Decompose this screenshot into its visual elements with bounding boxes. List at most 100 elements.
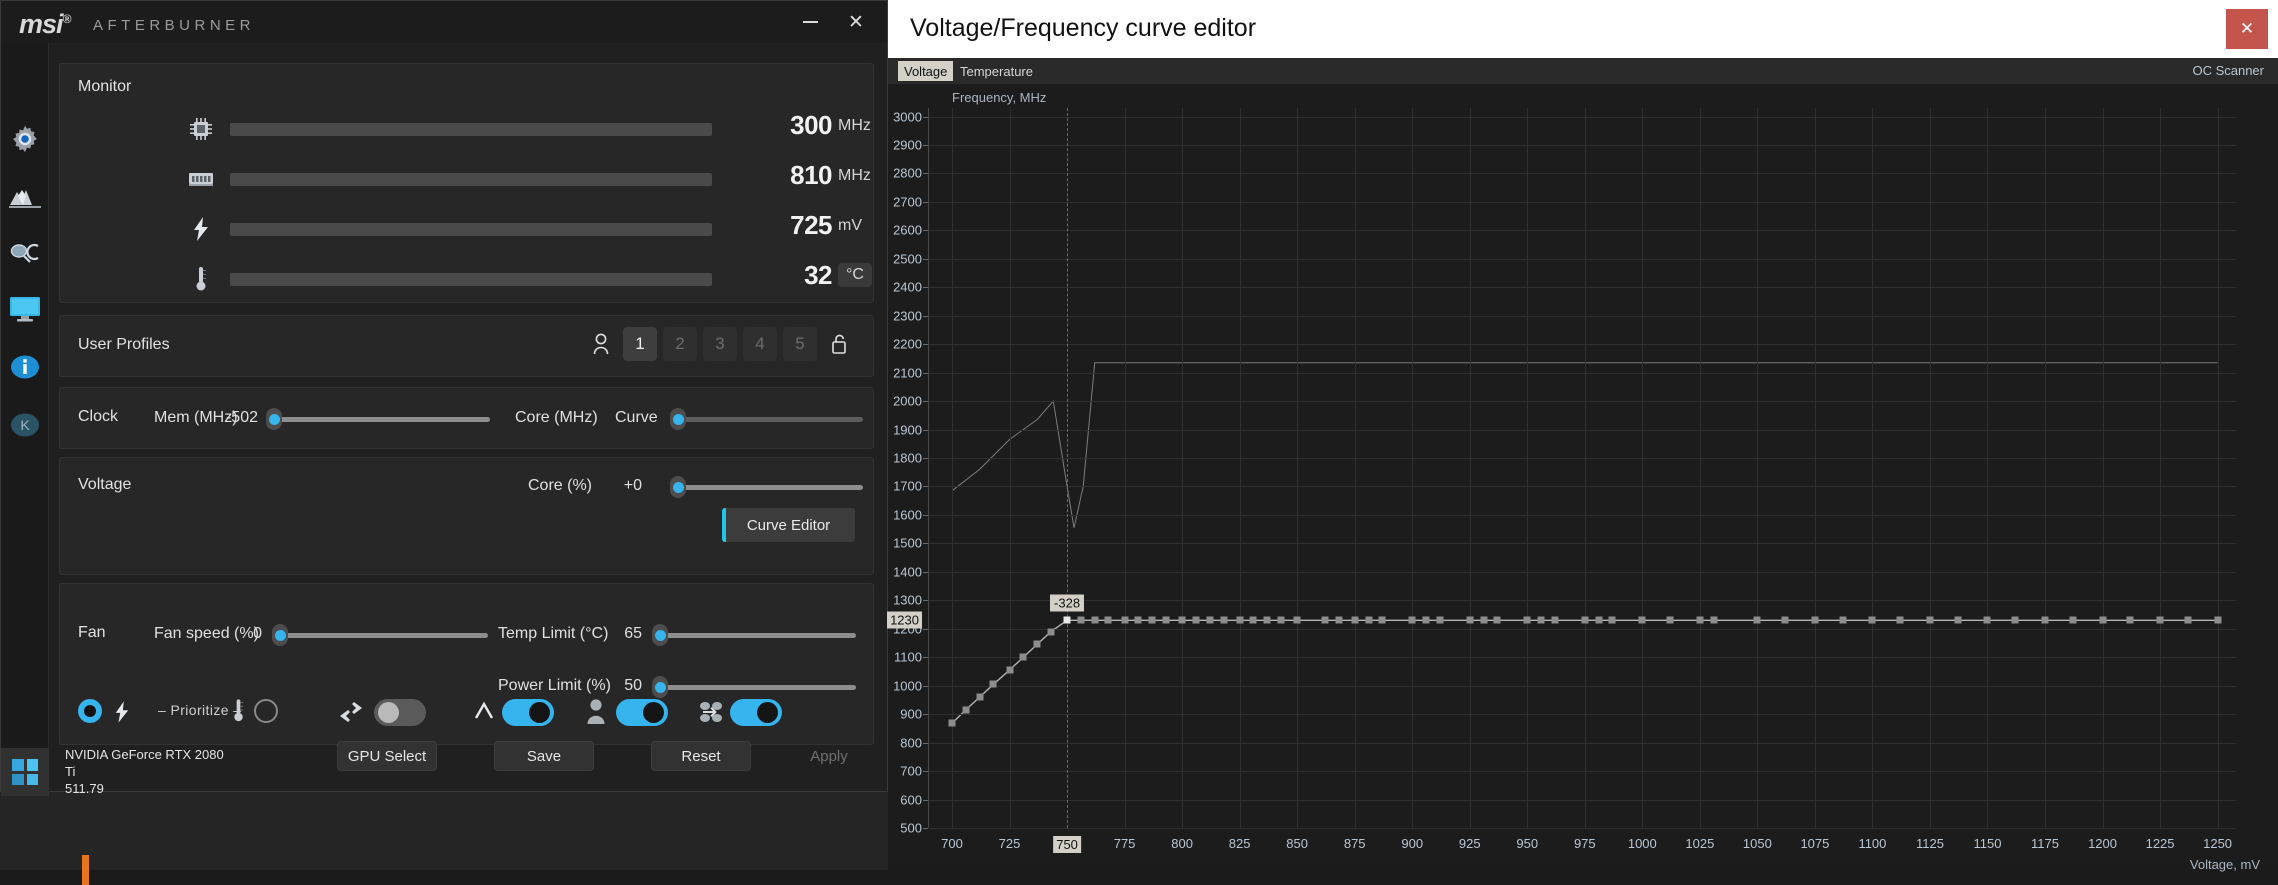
curve-point[interactable]: [1868, 616, 1876, 624]
curve-point[interactable]: [1753, 616, 1761, 624]
tab-temperature[interactable]: Temperature: [960, 63, 1033, 79]
curve-point[interactable]: [1293, 616, 1301, 624]
curve-point[interactable]: [1666, 616, 1674, 624]
afterburner-logo-icon[interactable]: [7, 179, 43, 215]
curve-point-selected[interactable]: [1063, 616, 1071, 624]
curve-point[interactable]: [1595, 616, 1603, 624]
unlock-icon[interactable]: [823, 327, 855, 361]
curve-editor-button[interactable]: Curve Editor: [722, 508, 855, 542]
curve-point[interactable]: [2041, 616, 2049, 624]
chart-grid[interactable]: 500 600 700 800 900 1000 1100 1200 1300 1400 1500 1…: [887, 108, 2236, 853]
reset-button[interactable]: Reset: [651, 741, 751, 771]
curve-point[interactable]: [1638, 616, 1646, 624]
kombustor-icon[interactable]: K: [7, 407, 43, 443]
close-button[interactable]: ✕: [848, 11, 864, 33]
curve-point[interactable]: [1537, 616, 1545, 624]
fan-speed-slider-track[interactable]: [278, 633, 488, 638]
curve-point[interactable]: [2214, 616, 2222, 624]
gpu-select-button[interactable]: GPU Select: [337, 741, 437, 771]
oc-scanner-label[interactable]: OC Scanner: [2192, 63, 2264, 78]
curve-point[interactable]: [1206, 616, 1214, 624]
curve-point[interactable]: [2156, 616, 2164, 624]
curve-point[interactable]: [1104, 616, 1112, 624]
mem-clock-slider-track[interactable]: [272, 417, 490, 422]
curve-point[interactable]: [1091, 616, 1099, 624]
curve-point[interactable]: [1277, 616, 1285, 624]
curve-point[interactable]: [1480, 616, 1488, 624]
curve-point[interactable]: [2099, 616, 2107, 624]
minimize-button[interactable]: [787, 1, 833, 43]
curve-point[interactable]: [962, 706, 970, 714]
curve-point[interactable]: [1006, 666, 1014, 674]
core-clock-slider-knob[interactable]: [670, 408, 686, 430]
curve-point[interactable]: [1335, 616, 1343, 624]
tab-voltage[interactable]: Voltage: [898, 61, 954, 81]
fan-speed-slider-knob[interactable]: [272, 624, 288, 646]
curve-point[interactable]: [1220, 616, 1228, 624]
curve-point[interactable]: [1365, 616, 1372, 624]
apply-fan-at-startup-toggle[interactable]: [730, 699, 782, 726]
profile-button-4[interactable]: 4: [743, 327, 777, 361]
profile-button-2[interactable]: 2: [663, 327, 697, 361]
curve-point[interactable]: [1321, 616, 1329, 624]
curve-editor-close-button[interactable]: ✕: [2226, 9, 2268, 49]
user-icon[interactable]: [585, 327, 617, 361]
curve-point[interactable]: [1523, 616, 1531, 624]
curve-point[interactable]: [1581, 616, 1589, 624]
curve-point[interactable]: [1047, 628, 1055, 636]
curve-point[interactable]: [1551, 616, 1559, 624]
curve-point[interactable]: [1839, 616, 1847, 624]
curve-point[interactable]: [1019, 653, 1027, 661]
power-limit-slider-track[interactable]: [660, 685, 856, 690]
temp-limit-slider-track[interactable]: [660, 633, 856, 638]
gear-icon[interactable]: [7, 121, 43, 157]
profile-button-1[interactable]: 1: [623, 327, 657, 361]
curve-point[interactable]: [2069, 616, 2077, 624]
voltage-core-slider-track[interactable]: [678, 485, 863, 490]
curve-point[interactable]: [1466, 616, 1474, 624]
curve-point[interactable]: [1983, 616, 1991, 624]
curve-point[interactable]: [1249, 616, 1257, 624]
core-clock-slider-track[interactable]: [678, 417, 863, 422]
sync-toggle[interactable]: [374, 699, 426, 726]
curve-point[interactable]: [976, 693, 984, 701]
curve-point[interactable]: [1422, 616, 1430, 624]
curve-point[interactable]: [2011, 616, 2019, 624]
windows-start-button[interactable]: [1, 748, 49, 796]
power-limit-slider-knob[interactable]: [652, 676, 668, 698]
curve-point[interactable]: [989, 680, 997, 688]
mem-clock-slider-knob[interactable]: [266, 408, 282, 430]
curve-point[interactable]: [1696, 616, 1704, 624]
curve-point[interactable]: [1162, 616, 1170, 624]
curve-point[interactable]: [1608, 616, 1616, 624]
curve-point[interactable]: [1493, 616, 1501, 624]
curve-point[interactable]: [1077, 616, 1085, 624]
curve-point[interactable]: [1811, 616, 1819, 624]
apply-overclocking-at-startup-toggle[interactable]: [502, 699, 554, 726]
monitor-icon[interactable]: [7, 291, 43, 327]
curve-point[interactable]: [948, 719, 956, 727]
magnifier-c-icon[interactable]: [7, 235, 43, 271]
prioritize-power-radio[interactable]: [78, 699, 102, 723]
curve-point[interactable]: [1148, 616, 1156, 624]
curve-point[interactable]: [1781, 616, 1789, 624]
curve-point[interactable]: [1408, 616, 1416, 624]
curve-point[interactable]: [1378, 616, 1386, 624]
curve-point[interactable]: [1710, 616, 1718, 624]
info-icon[interactable]: [7, 349, 43, 385]
curve-point[interactable]: [1926, 616, 1934, 624]
curve-point[interactable]: [1121, 616, 1129, 624]
profile-button-3[interactable]: 3: [703, 327, 737, 361]
apply-voltage-at-startup-toggle[interactable]: [616, 699, 668, 726]
curve-point[interactable]: [1033, 640, 1041, 648]
curve-point[interactable]: [2184, 616, 2192, 624]
voltage-core-slider-knob[interactable]: [670, 476, 686, 498]
curve-point[interactable]: [1263, 616, 1271, 624]
curve-point[interactable]: [1896, 616, 1904, 624]
prioritize-temperature-radio[interactable]: [254, 699, 278, 723]
curve-point[interactable]: [1178, 616, 1186, 624]
curve-point[interactable]: [2126, 616, 2134, 624]
curve-point[interactable]: [1134, 616, 1142, 624]
curve-point[interactable]: [1954, 616, 1962, 624]
temp-limit-slider-knob[interactable]: [652, 624, 668, 646]
